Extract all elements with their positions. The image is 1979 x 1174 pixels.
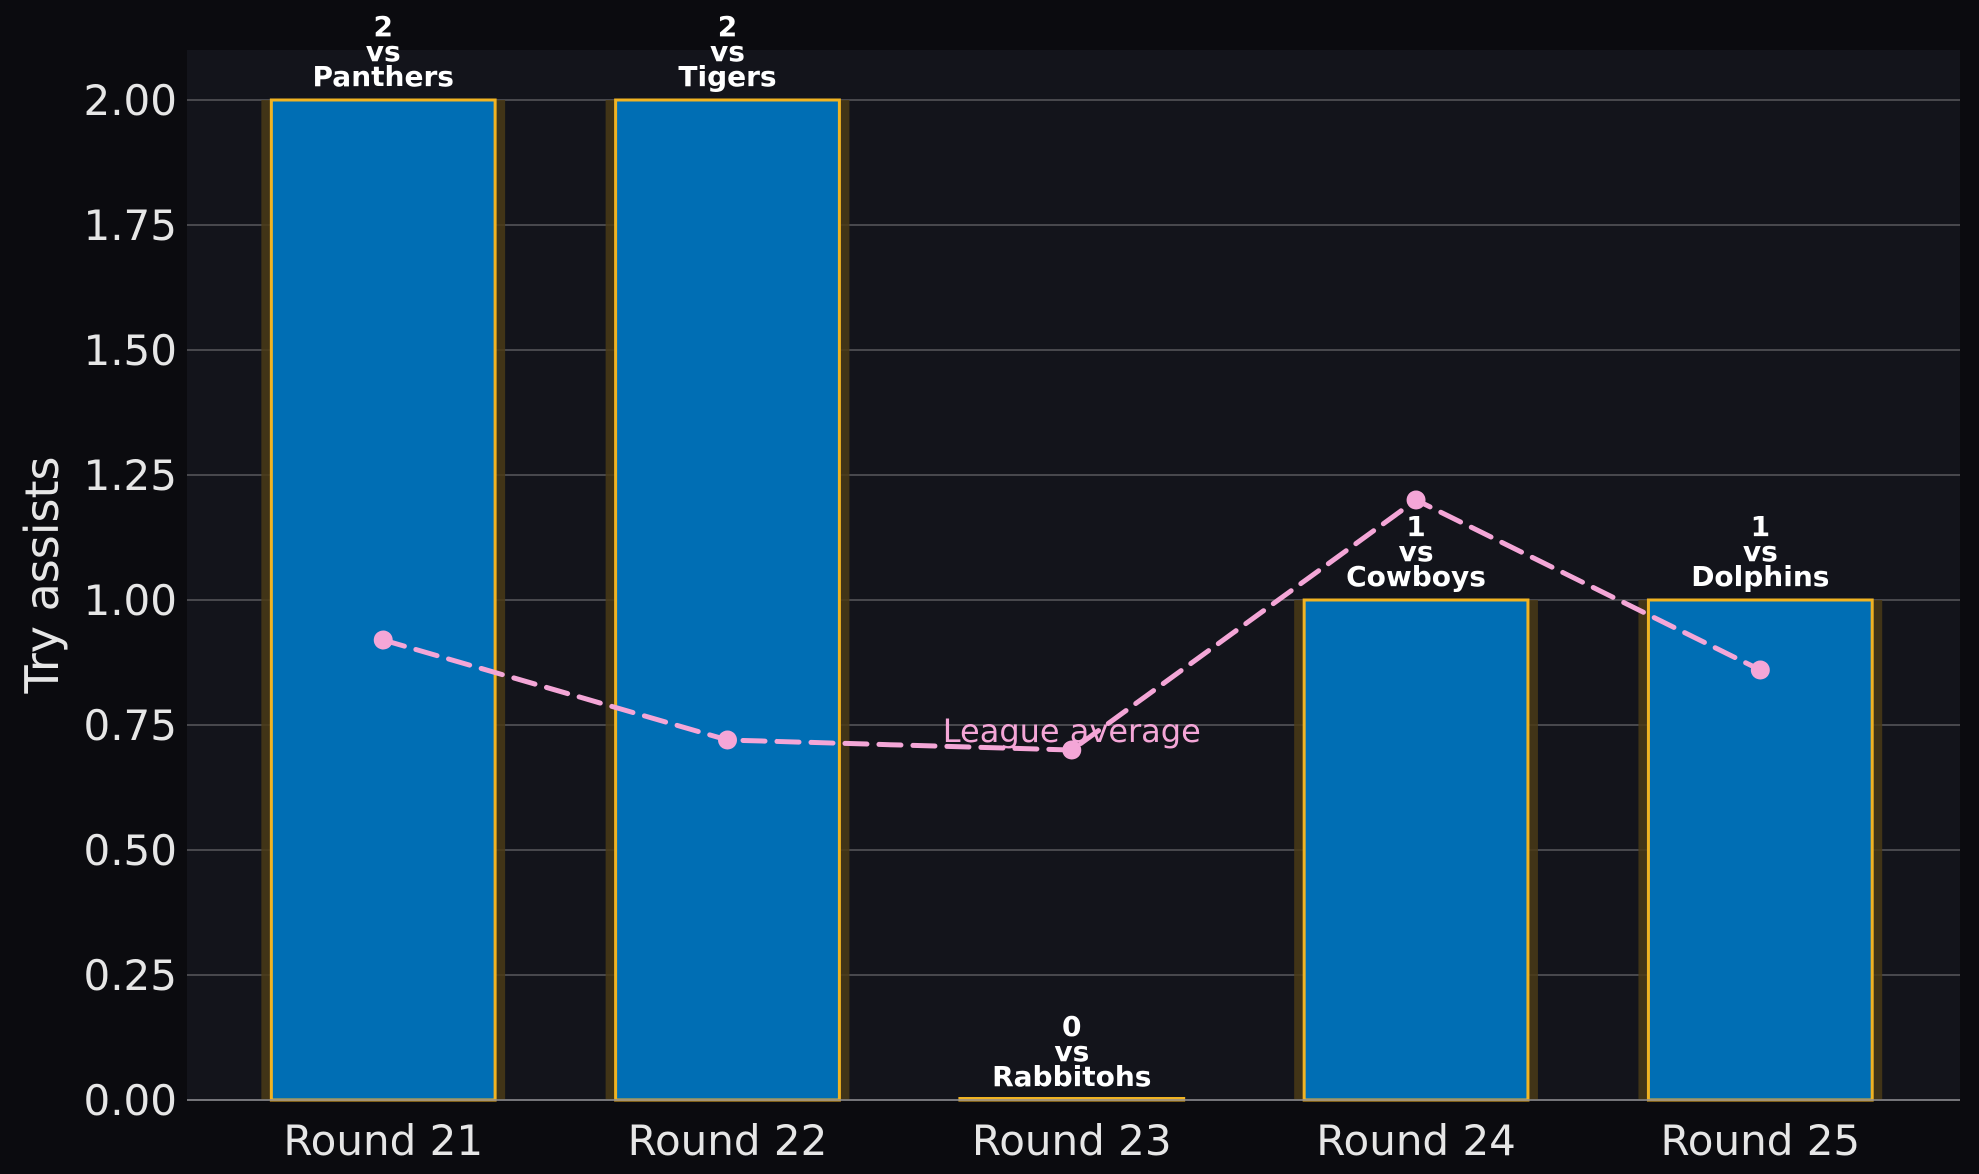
x-tick-label: Round 21 bbox=[283, 1116, 483, 1165]
average-point bbox=[1406, 490, 1426, 510]
bar-vs-label: vs bbox=[1054, 1035, 1089, 1068]
average-point bbox=[1062, 740, 1082, 760]
bar-value-label: 1 bbox=[1406, 510, 1425, 543]
y-tick-label: 0.25 bbox=[83, 951, 177, 1000]
bar-opponent-label: Cowboys bbox=[1346, 560, 1486, 593]
bar-vs-label: vs bbox=[710, 35, 745, 68]
bar-vs-label: vs bbox=[1743, 535, 1778, 568]
bar-value-label: 2 bbox=[373, 10, 392, 43]
axes: 0.00 0.25 0.50 0.75 1.00 1.25 1.50 1.75 2.00 Roun… bbox=[83, 76, 1960, 1165]
bar-opponent-label: Tigers bbox=[678, 60, 776, 93]
bar-vs-label: vs bbox=[1399, 535, 1434, 568]
y-tick-label: 0.00 bbox=[83, 1076, 177, 1125]
bar-value-label: 2 bbox=[718, 10, 737, 43]
y-tick-label: 1.50 bbox=[83, 326, 177, 375]
bar-opponent-label: Dolphins bbox=[1691, 560, 1829, 593]
y-tick-label: 1.25 bbox=[83, 451, 177, 500]
y-tick-label: 1.00 bbox=[83, 576, 177, 625]
x-tick-label: Round 23 bbox=[972, 1116, 1172, 1165]
y-tick-label: 2.00 bbox=[83, 76, 177, 125]
bar-opponent-label: Panthers bbox=[313, 60, 454, 93]
x-tick-label: Round 24 bbox=[1316, 1116, 1516, 1165]
y-tick-label: 0.75 bbox=[83, 701, 177, 750]
bar-labels: 2vsPanthers2vsTigers0vsRabbitohs1vsCowbo… bbox=[313, 10, 1830, 1093]
bar-vs-label: vs bbox=[366, 35, 401, 68]
bars bbox=[261, 98, 1883, 1102]
bar-value-label: 0 bbox=[1062, 1010, 1081, 1043]
bar bbox=[614, 98, 841, 1102]
y-tick-label: 1.75 bbox=[83, 201, 177, 250]
bar bbox=[269, 98, 497, 1102]
bar-value-label: 1 bbox=[1751, 510, 1770, 543]
bar-opponent-label: Rabbitohs bbox=[992, 1060, 1151, 1093]
average-line-label: League average bbox=[943, 712, 1201, 750]
average-point bbox=[373, 630, 393, 650]
y-tick-label: 0.50 bbox=[83, 826, 177, 875]
league-average-line: League average bbox=[373, 490, 1770, 760]
average-point bbox=[718, 730, 738, 750]
bar bbox=[1646, 598, 1874, 1102]
y-axis-title: Try assists bbox=[15, 457, 69, 695]
x-tick-label: Round 25 bbox=[1660, 1116, 1860, 1165]
average-point bbox=[1750, 660, 1770, 680]
x-tick-label: Round 22 bbox=[628, 1116, 828, 1165]
bar bbox=[1302, 598, 1530, 1102]
